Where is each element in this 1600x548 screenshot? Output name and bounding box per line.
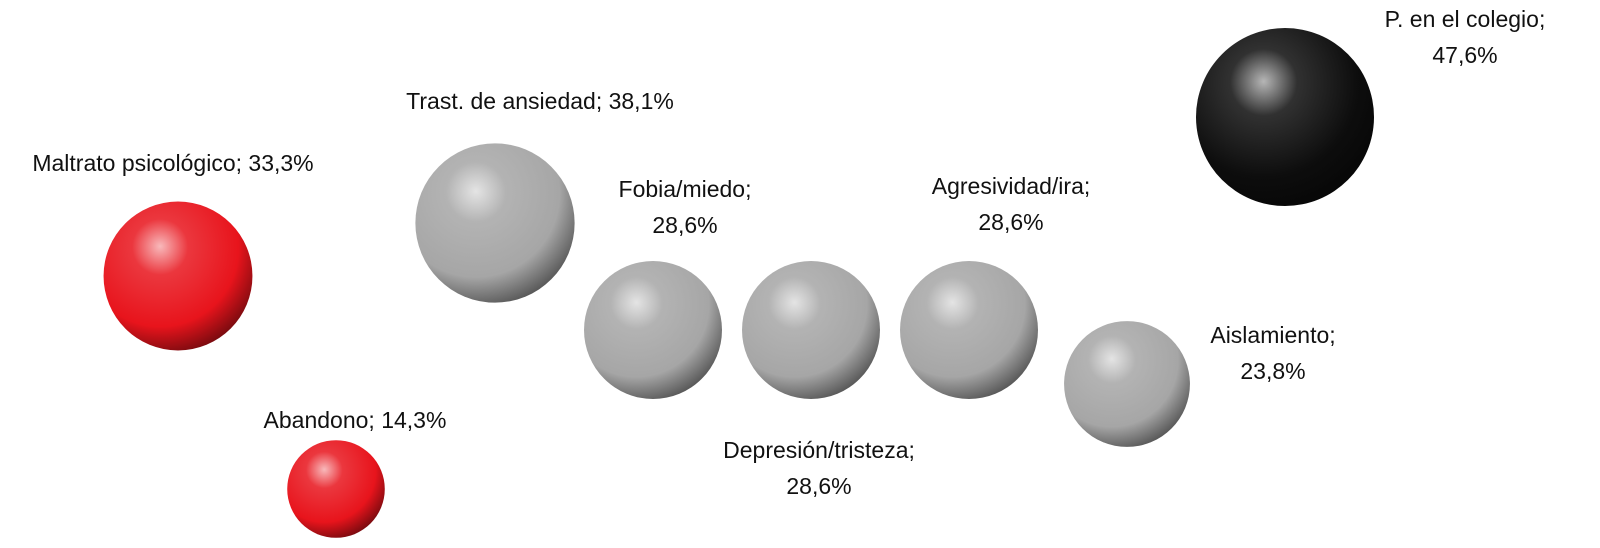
data-label: Agresividad/ira;: [932, 173, 1091, 199]
bubble: [1196, 28, 1374, 206]
bubble: [415, 143, 575, 303]
data-label: Aislamiento;: [1210, 322, 1335, 348]
bubble: [742, 261, 880, 399]
data-label: Trast. de ansiedad; 38,1%: [406, 88, 674, 114]
data-label: Depresión/tristeza;: [723, 437, 915, 463]
data-label: Maltrato psicológico; 33,3%: [32, 150, 313, 176]
data-label: P. en el colegio;: [1385, 6, 1546, 32]
data-label: 28,6%: [978, 209, 1043, 235]
data-label: 28,6%: [786, 473, 851, 499]
bubble: [287, 440, 385, 538]
bubble: [1064, 321, 1190, 447]
data-label: Abandono; 14,3%: [264, 407, 447, 433]
data-label: Fobia/miedo;: [619, 176, 752, 202]
data-label: 23,8%: [1240, 358, 1305, 384]
bubble: [103, 201, 253, 351]
bubble: [584, 261, 722, 399]
data-label: 47,6%: [1432, 42, 1497, 68]
bubble: [900, 261, 1038, 399]
data-label: 28,6%: [652, 212, 717, 238]
